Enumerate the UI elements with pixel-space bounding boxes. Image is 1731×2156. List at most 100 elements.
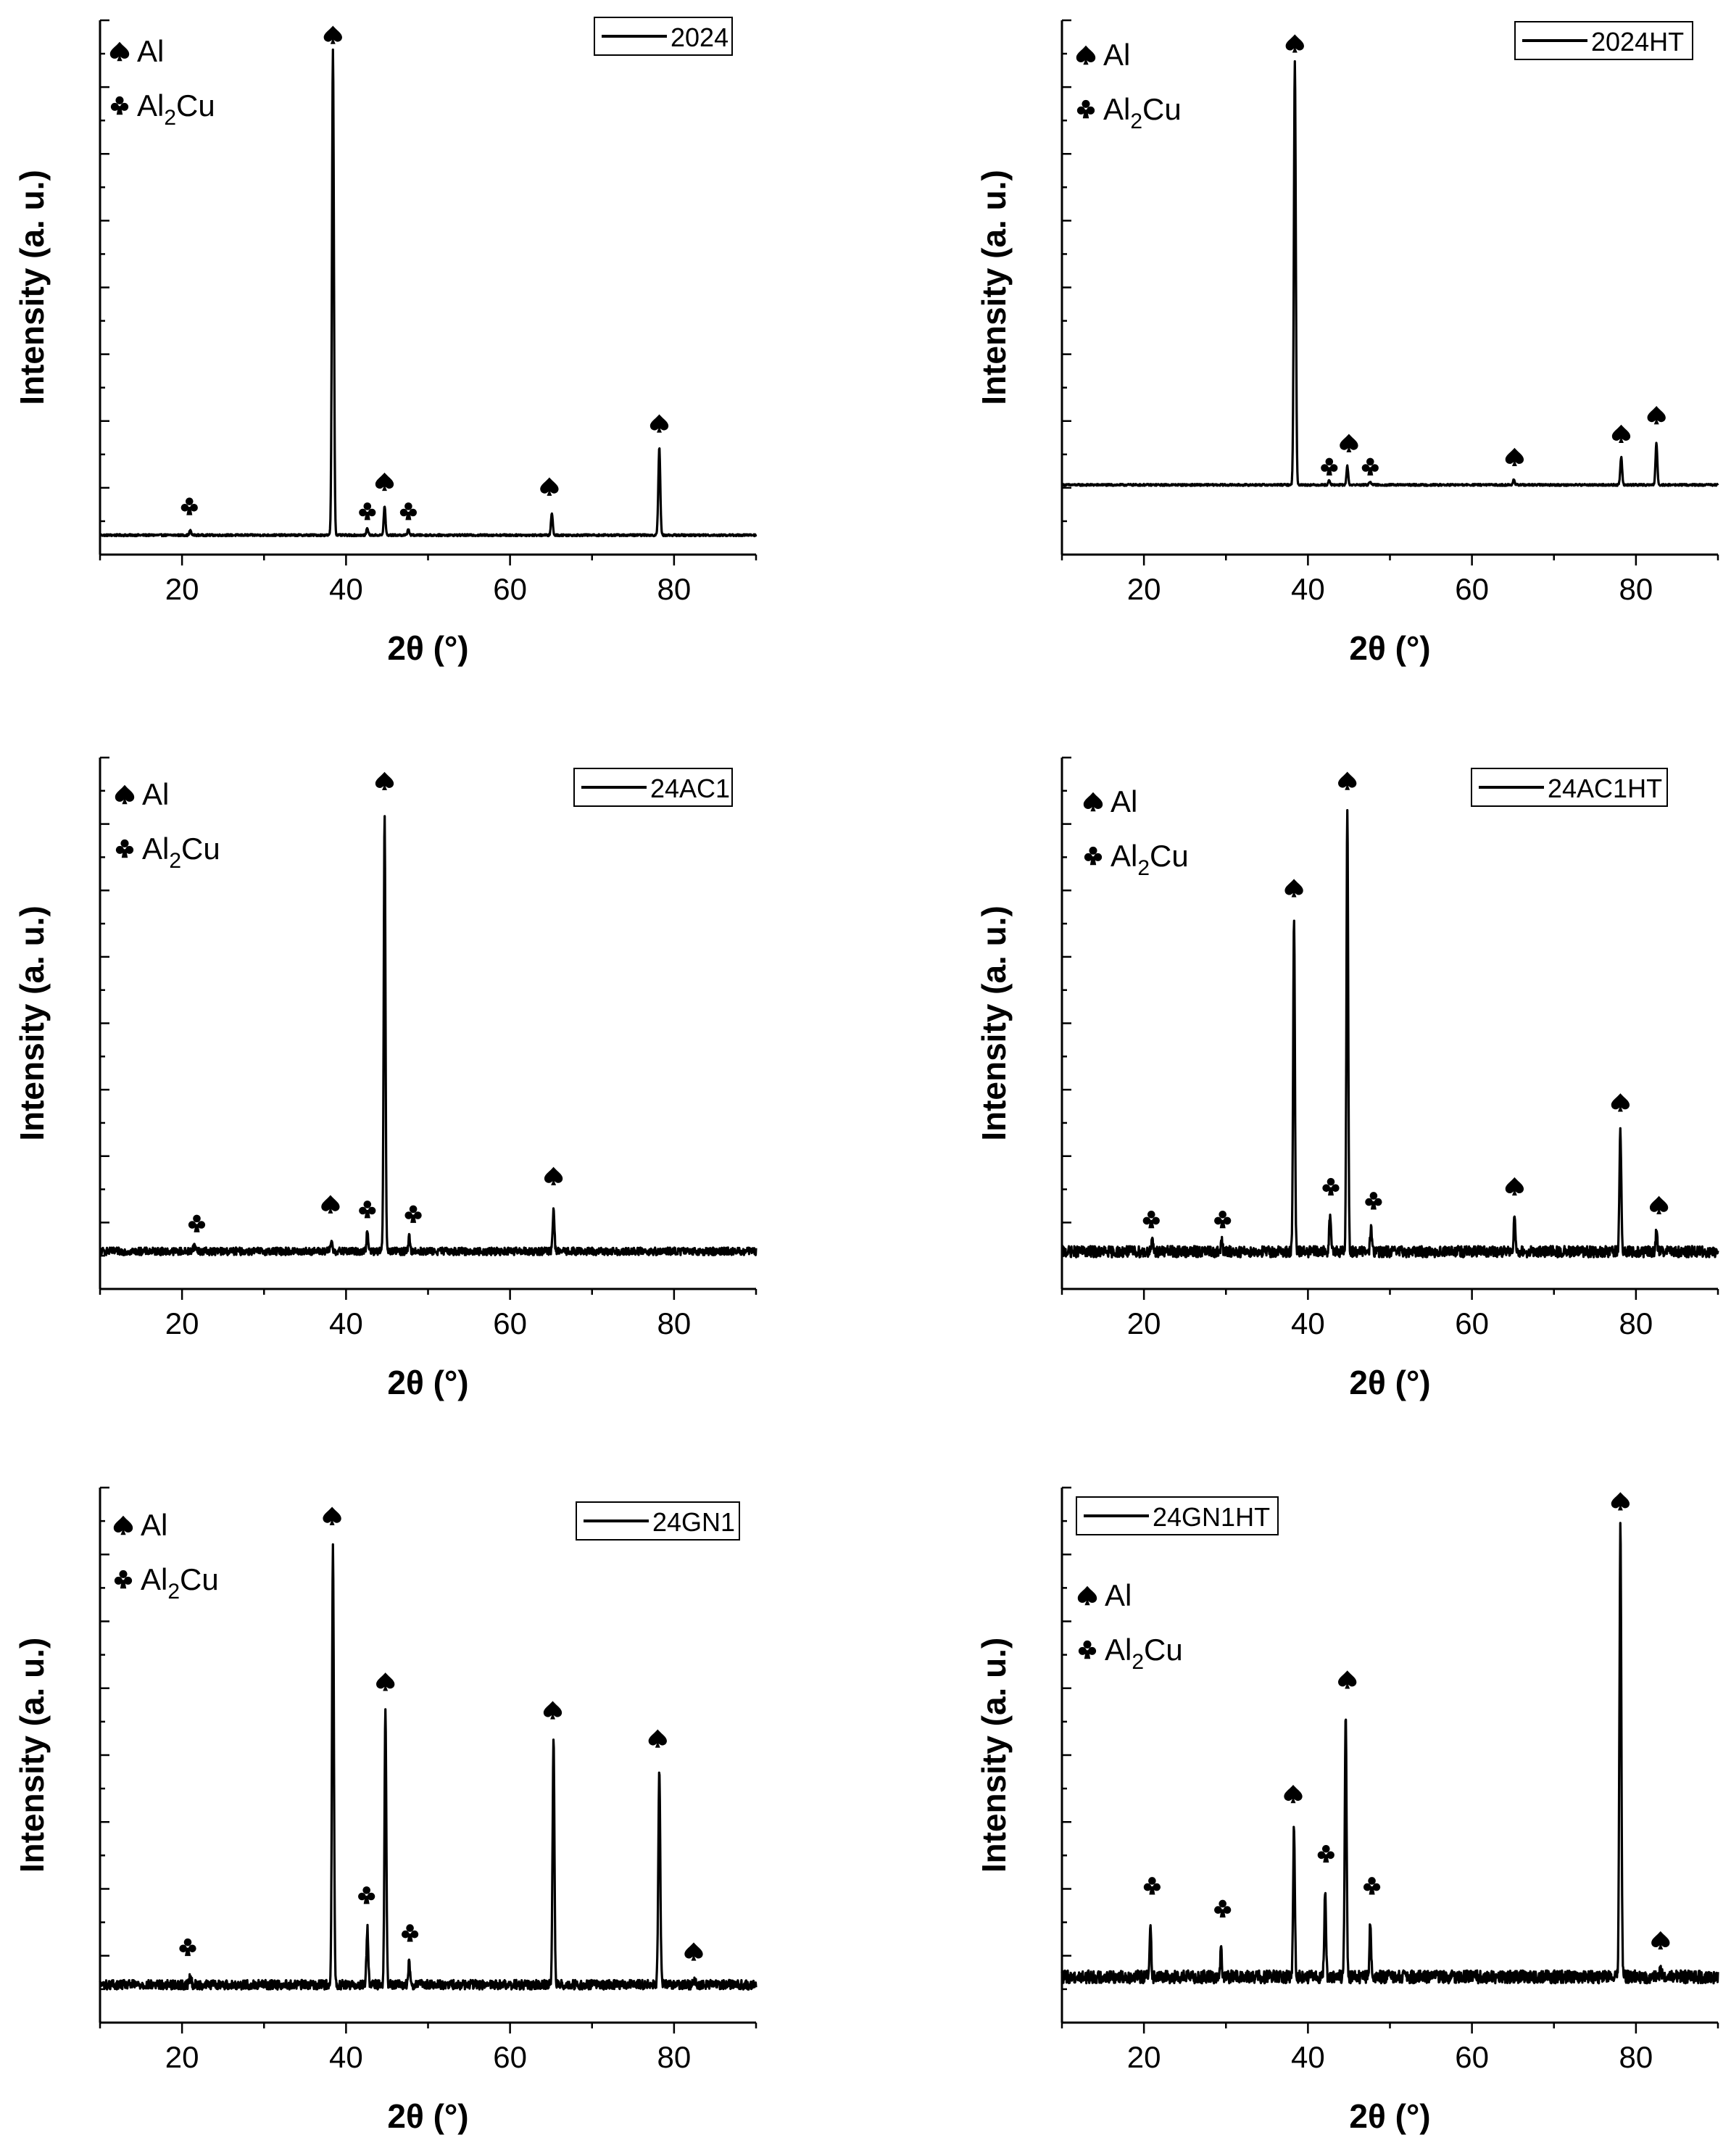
legend-label: 24AC1HT [1548, 774, 1662, 803]
x-tick-label: 80 [657, 572, 692, 606]
x-tick-label: 80 [1619, 1306, 1653, 1340]
al2cu-key-sub: 2 [164, 106, 176, 130]
y-axis-title: Intensity (a. u.) [975, 1638, 1013, 1873]
x-axis-title: 2θ (°) [387, 1364, 468, 1401]
al2cu-key-label: Al2Cu [1105, 1633, 1183, 1674]
x-tick-label: 60 [1455, 572, 1489, 606]
al-peak-marker [1649, 1195, 1669, 1214]
x-tick-label: 60 [493, 572, 527, 606]
al2cu-peak-marker [1142, 1210, 1160, 1229]
x-tick-label: 80 [1619, 572, 1653, 606]
al-key-label: Al [137, 34, 164, 68]
al2cu-key-label: Al2Cu [142, 832, 220, 873]
al2cu-key-cu: Cu [176, 88, 215, 123]
x-tick-label: 80 [657, 1306, 692, 1340]
al2cu-key-label: Al2Cu [1111, 839, 1189, 880]
al-key-label: Al [1111, 784, 1137, 818]
x-tick-label: 40 [329, 2040, 363, 2074]
al-key-marker [113, 1515, 133, 1535]
x-tick-label: 40 [1291, 572, 1325, 606]
al-peak-marker [1651, 1931, 1670, 1950]
al2cu-peak-marker [1361, 457, 1379, 476]
y-axis-title: Intensity (a. u.) [13, 905, 51, 1141]
legend-label: 2024HT [1591, 27, 1684, 57]
al-peak-marker [1340, 434, 1358, 452]
al-key-label: Al [1105, 1578, 1132, 1612]
al-peak-marker [1338, 771, 1357, 790]
x-axis-title: 2θ (°) [1349, 2097, 1430, 2135]
x-tick-label: 80 [657, 2040, 692, 2074]
x-axis-title: 2θ (°) [1349, 1364, 1430, 1401]
panel-6: 20 40 60 80 2θ (°) Intensity (a. u.) 24GN1HT Al… [975, 1486, 1719, 2135]
al2cu-peak-marker [1143, 1877, 1161, 1895]
al-peak-marker [323, 25, 342, 44]
x-tick-label: 20 [1127, 1306, 1161, 1340]
al2cu-peak-marker [1365, 1192, 1382, 1210]
al2cu-key-marker [115, 839, 134, 858]
x-axis-title: 2θ (°) [387, 2097, 468, 2135]
al2cu-key-marker [1076, 99, 1095, 119]
al-key-marker [1077, 1585, 1097, 1606]
y-axis-title: Intensity (a. u.) [975, 905, 1013, 1141]
al2cu-key-al: Al [142, 832, 169, 866]
al2cu-key-cu: Cu [1150, 839, 1189, 873]
x-axis-title: 2θ (°) [387, 629, 468, 667]
al-key-label: Al [141, 1508, 167, 1542]
diffraction-pattern-line [99, 48, 757, 538]
legend-label: 2024 [671, 22, 728, 52]
al-peak-marker [375, 472, 394, 492]
diffraction-pattern-line [1060, 809, 1719, 1259]
legend-label: 24GN1HT [1153, 1502, 1270, 1532]
al2cu-key-al: Al [141, 1562, 167, 1596]
diffraction-pattern-line [99, 1543, 757, 1991]
x-tick-label: 60 [1455, 2040, 1489, 2074]
al-key-marker [1083, 792, 1103, 812]
al2cu-key-al: Al [1103, 92, 1130, 126]
x-tick-label: 60 [1455, 1306, 1489, 1340]
al2cu-peak-marker [401, 1924, 419, 1942]
x-tick-label: 20 [1127, 572, 1161, 606]
diffraction-pattern-line [99, 815, 757, 1256]
x-tick-label: 80 [1619, 2040, 1653, 2074]
al2cu-key-sub: 2 [1137, 856, 1150, 880]
al-peak-marker [684, 1942, 703, 1961]
al2cu-peak-marker [1214, 1899, 1232, 1917]
al-peak-marker [375, 771, 394, 791]
al2cu-key-marker [114, 1570, 133, 1589]
x-tick-label: 60 [493, 1306, 527, 1340]
al-peak-marker [1505, 447, 1524, 467]
al2cu-key-label: Al2Cu [141, 1562, 219, 1604]
al-peak-marker [1338, 1670, 1357, 1689]
al2cu-key-sub: 2 [1130, 109, 1142, 133]
al-peak-marker [321, 1195, 340, 1214]
legend-label: 24AC1 [650, 774, 730, 803]
al2cu-peak-marker [399, 502, 418, 521]
al2cu-key-marker [110, 96, 129, 115]
al2cu-peak-marker [1363, 1877, 1381, 1895]
diffraction-pattern-line [1060, 60, 1719, 487]
al2cu-key-label: Al2Cu [137, 88, 215, 130]
al-key-label: Al [142, 777, 169, 811]
al2cu-key-cu: Cu [1142, 92, 1182, 126]
x-tick-label: 20 [165, 572, 199, 606]
al-peak-marker [1284, 879, 1303, 897]
al2cu-key-cu: Cu [180, 1562, 219, 1596]
al-peak-marker [649, 414, 669, 433]
al-peak-marker [323, 1506, 341, 1525]
al-peak-marker [543, 1701, 563, 1720]
al-peak-marker [540, 477, 559, 496]
al-key-label: Al [1103, 38, 1130, 72]
x-tick-label: 60 [493, 2040, 527, 2074]
al2cu-key-label: Al2Cu [1103, 92, 1182, 133]
al-peak-marker [1611, 424, 1631, 444]
al2cu-peak-marker [1321, 457, 1338, 476]
al2cu-key-al: Al [1105, 1633, 1132, 1667]
al2cu-peak-marker [1214, 1210, 1232, 1229]
al2cu-peak-marker [359, 1201, 376, 1219]
al2cu-peak-marker [180, 497, 198, 515]
al-peak-marker [1284, 1784, 1303, 1804]
diffraction-pattern-line [1060, 1522, 1719, 1985]
al-peak-marker [544, 1166, 563, 1185]
